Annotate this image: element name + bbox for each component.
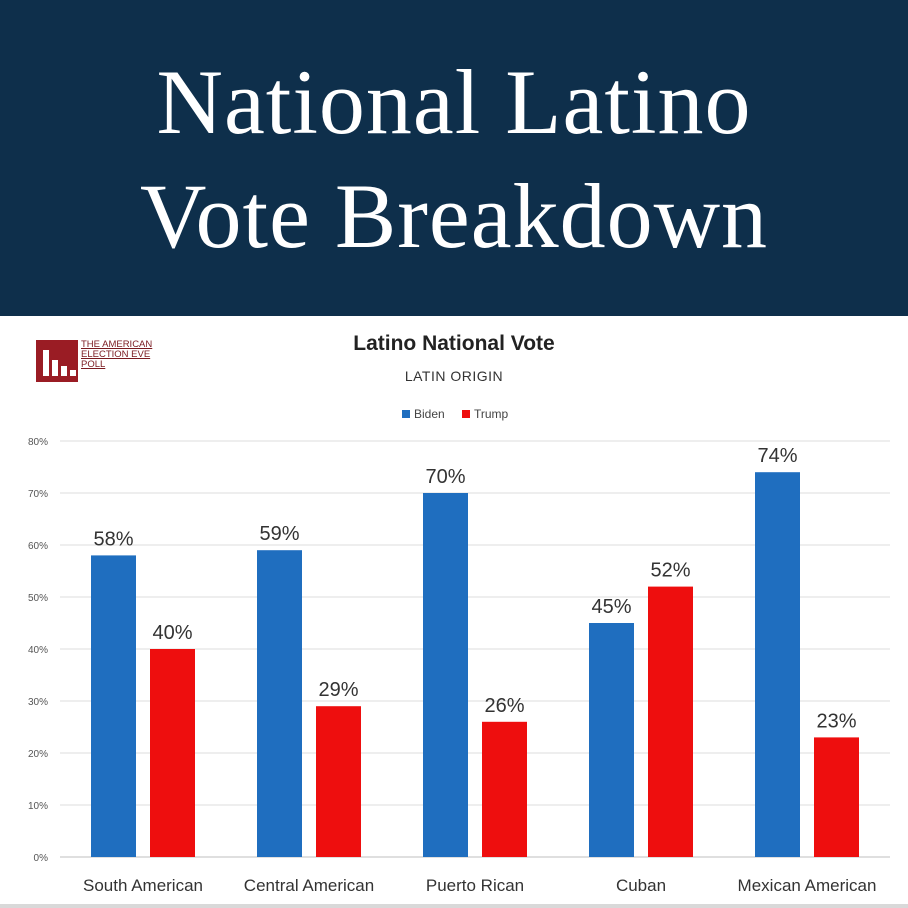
logo-text-line: THE AMERICAN [81,339,153,350]
header-banner: National Latino Vote Breakdown [0,0,908,316]
logo-text: THE AMERICAN ELECTION EVE POLL [81,340,161,370]
bar [755,472,800,857]
chart-title: Latino National Vote [353,332,555,355]
data-label: 70% [425,466,465,488]
data-label: 52% [650,560,690,582]
data-label: 26% [484,695,524,717]
logo-text-line: POLL [81,359,106,370]
data-label: 40% [152,622,192,644]
bar-chart-logo-icon [36,340,78,382]
y-tick-label: 30% [28,697,48,708]
bar [423,493,468,857]
legend-label: Trump [474,407,509,421]
bottom-border [0,904,908,908]
data-label: 59% [259,523,299,545]
banner-title-line-2: Vote Breakdown [139,165,769,267]
data-label: 45% [591,596,631,618]
y-tick-label: 50% [28,593,48,604]
bar [257,550,302,857]
bar [648,586,693,857]
y-tick-label: 10% [28,801,48,812]
data-label: 29% [318,679,358,701]
x-tick-label: South American [83,876,203,895]
data-label: 23% [816,710,856,732]
data-label: 58% [93,528,133,550]
data-label: 74% [757,445,797,467]
poll-logo: THE AMERICAN ELECTION EVE POLL [36,340,162,382]
x-tick-label: Cuban [616,876,666,895]
y-tick-label: 70% [28,489,48,500]
bar [589,623,634,857]
chart-subtitle: LATIN ORIGIN [404,368,504,384]
bar [316,706,361,857]
bar [91,555,136,857]
x-tick-label: Central American [244,876,374,895]
y-tick-label: 0% [34,853,49,864]
x-tick-label: Mexican American [738,876,877,895]
y-tick-label: 20% [28,749,48,760]
y-tick-label: 80% [28,437,48,448]
x-tick-label: Puerto Rican [426,876,524,895]
banner-title-line-1: National Latino [156,51,752,153]
bar [482,721,527,857]
bar [150,649,195,857]
legend-label: Biden [414,407,445,421]
y-tick-label: 40% [28,645,48,656]
legend-swatch [462,410,470,418]
y-tick-label: 60% [28,541,48,552]
bar [814,737,859,857]
logo-text-line: ELECTION EVE [81,349,151,360]
legend-swatch [402,410,410,418]
